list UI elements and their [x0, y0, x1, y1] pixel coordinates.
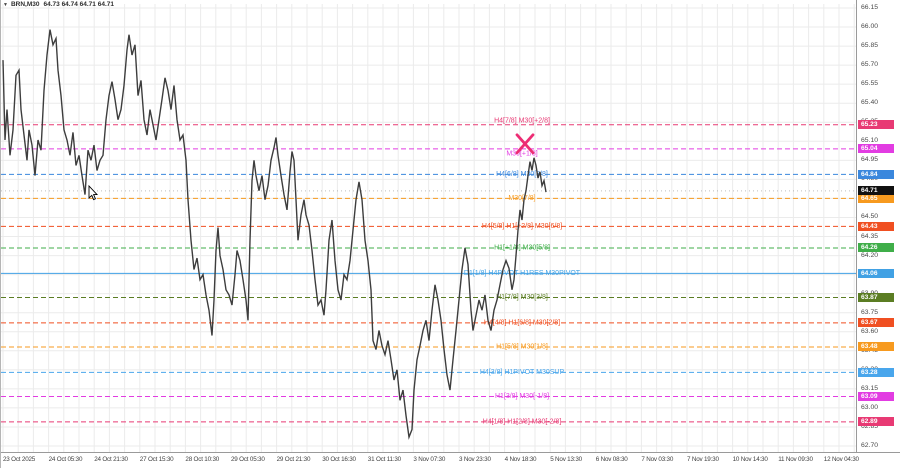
time-label: 28 Oct 10:30 [185, 456, 220, 463]
time-label: 24 Oct 21:30 [94, 456, 128, 463]
price-level-badge: 65.04 [858, 144, 894, 154]
sell-signal-x-icon[interactable] [515, 133, 535, 155]
price-level-badge: 63.48 [858, 342, 894, 352]
murrey-level-label: H4[3/8] H1PIVOT M30SUP [480, 369, 565, 376]
time-label: 3 Nov 23:30 [459, 456, 491, 463]
price-tick: 64.95 [861, 156, 879, 164]
price-tick: 66.00 [861, 23, 879, 31]
price-tick: 65.85 [861, 42, 879, 50]
chart-symbol-timeframe: BRN,M30 [10, 1, 40, 8]
time-label: 3 Nov 07:30 [413, 456, 446, 463]
price-series [2, 29, 547, 440]
price-level-badge: 64.84 [858, 169, 894, 179]
price-level-badge: 64.43 [858, 221, 894, 231]
murrey-level-label: D1[1/8] H4PIVOT H1RES M30PIVOT [464, 270, 581, 277]
price-axis: 66.1566.0065.8565.7065.5565.4065.2565.10… [856, 0, 900, 468]
price-level-badge: 63.09 [858, 391, 894, 401]
time-label: 30 Oct 16:30 [322, 456, 356, 463]
murrey-level-label: M30[+1/8] [506, 150, 537, 157]
price-tick: 62.85 [861, 422, 879, 430]
current-price-badge: 64.71 [858, 186, 894, 196]
murrey-level-label: H1[5/8] M30[1/8] [496, 343, 548, 350]
time-label: 12 Nov 04:30 [823, 456, 859, 463]
price-level-badge: 62.89 [858, 417, 894, 427]
time-label: 24 Oct 05:30 [48, 456, 83, 463]
time-label: 7 Nov 03:30 [641, 456, 674, 463]
mouse-cursor-icon [88, 184, 99, 201]
price-level-badge: 63.87 [858, 292, 894, 302]
price-tick: 65.10 [861, 137, 879, 145]
price-tick: 64.50 [861, 213, 879, 221]
price-level-badge: 64.06 [858, 268, 894, 278]
murrey-level-label: M30[7/8] [508, 195, 535, 202]
price-level-badge: 63.28 [858, 367, 894, 377]
murrey-level-label: H4[7/8] M30[+2/8] [494, 117, 550, 124]
price-tick: 63.75 [861, 308, 879, 316]
price-level-badge: 64.65 [858, 193, 894, 203]
time-label: 11 Nov 09:30 [778, 456, 813, 463]
murrey-level-label: H4[1/8] H1[2/8] M30[-2/8] [483, 418, 562, 425]
murrey-level-label: H1[+1/8] M30[5/8] [494, 244, 550, 251]
time-label: 31 Oct 11:30 [367, 456, 401, 463]
price-tick: 63.60 [861, 327, 879, 335]
time-label: 6 Nov 08:30 [595, 456, 628, 463]
price-tick: 63.15 [861, 384, 879, 392]
murrey-level-label: H4[5/8] H1[+2/8] M30[6/8] [482, 223, 562, 230]
time-label: 7 Nov 19:30 [687, 456, 719, 463]
time-label: 5 Nov 13:30 [550, 456, 582, 463]
price-level-badge: 63.67 [858, 318, 894, 328]
time-label: 10 Nov 14:30 [732, 456, 768, 463]
time-label: 27 Oct 15:30 [139, 456, 174, 463]
murrey-level-label: H1[3/8] M30[-1/8] [495, 393, 549, 400]
murrey-level-label: H4[6/8] M30[8/8] [496, 171, 548, 178]
price-tick: 62.70 [861, 442, 879, 449]
chart-ohlc-values: 64.73 64.74 64.71 64.71 [43, 1, 114, 8]
murrey-level-label: H4[4/8] H1[6/8] M30[2/8] [484, 319, 560, 326]
price-level-badge: 65.23 [858, 120, 894, 130]
time-label: 29 Oct 21:30 [276, 456, 311, 463]
price-level-badge: 64.26 [858, 243, 894, 253]
time-label: 23 Oct 2025 [3, 456, 36, 463]
time-label: 29 Oct 05:30 [231, 456, 265, 463]
window-menu-icon[interactable]: ▼ [3, 1, 8, 8]
price-tick: 65.70 [861, 61, 879, 69]
price-tick: 64.80 [861, 175, 878, 182]
price-tick: 65.55 [861, 80, 879, 88]
time-label: 4 Nov 18:30 [504, 456, 537, 463]
murrey-level-label: H1[7/8] M30[3/8] [496, 294, 548, 301]
time-axis: 23 Oct 2025 24 Oct 05:30 24 Oct 21:30 27 Oc… [1, 452, 900, 468]
price-tick: 65.40 [861, 99, 879, 107]
price-tick: 66.15 [861, 4, 879, 11]
price-tick: 64.20 [861, 251, 879, 259]
chart-titlebar[interactable]: ▼ BRN,M30 64.73 64.74 64.71 64.71 [3, 1, 114, 8]
price-tick: 64.35 [861, 232, 879, 240]
price-tick: 63.00 [861, 403, 879, 411]
